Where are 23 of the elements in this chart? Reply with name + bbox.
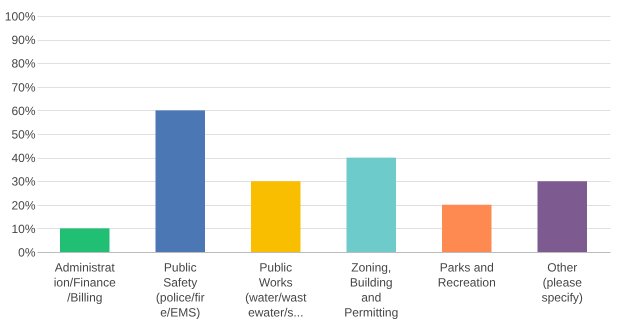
- y-tick-label: 80%: [11, 56, 36, 71]
- y-tick-label: 30%: [11, 174, 36, 189]
- y-tick-label: 100%: [4, 10, 36, 24]
- y-tick-label: 70%: [11, 80, 36, 94]
- y-tick-label: 90%: [11, 33, 36, 48]
- y-tick-label: 60%: [11, 104, 36, 118]
- y-tick-label: 20%: [11, 198, 36, 212]
- x-tick-label: Administration/Finance/Billing: [54, 260, 116, 304]
- bar: [60, 228, 110, 252]
- x-tick-label: Other (please specify): [542, 260, 583, 304]
- bar: [250, 181, 301, 252]
- y-tick-label: 0%: [18, 246, 36, 260]
- x-tick-label: Public Works (water/wastewater/s...: [245, 260, 308, 320]
- bar: [537, 181, 588, 252]
- y-tick-label: 10%: [11, 222, 36, 236]
- x-tick-label: Public Safety (police/fire/EMS): [156, 260, 205, 320]
- y-tick-label: 50%: [11, 128, 36, 142]
- bar: [155, 110, 206, 252]
- bar: [346, 158, 396, 252]
- x-tick-label: Parks and Recreation: [438, 260, 496, 290]
- x-tick-label: Zoning, Building and Permitting: [344, 260, 398, 320]
- bar: [442, 204, 492, 252]
- y-tick-label: 40%: [11, 151, 36, 166]
